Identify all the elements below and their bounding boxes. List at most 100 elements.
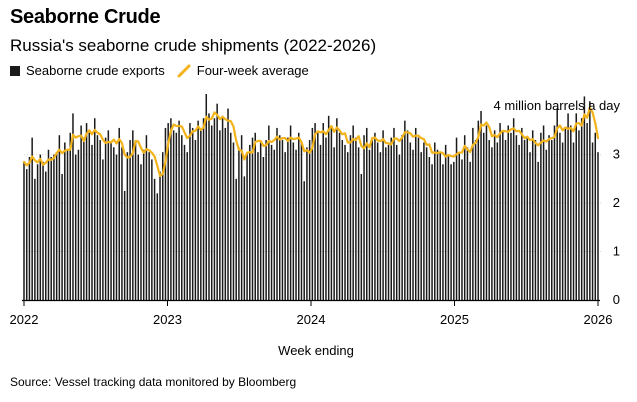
bar bbox=[129, 140, 131, 300]
bar bbox=[80, 125, 82, 300]
bar bbox=[344, 144, 346, 300]
bar bbox=[238, 147, 240, 300]
bar bbox=[246, 152, 248, 300]
bar bbox=[251, 137, 254, 300]
bar bbox=[398, 154, 401, 300]
source-note: Source: Vessel tracking data monitored b… bbox=[10, 375, 297, 389]
bar bbox=[311, 127, 314, 301]
bar bbox=[477, 120, 480, 300]
bar bbox=[213, 118, 216, 301]
bar bbox=[210, 125, 213, 300]
legend-bar-swatch-icon bbox=[10, 65, 20, 76]
x-tick-label: 2022 bbox=[10, 312, 39, 327]
bar bbox=[330, 127, 333, 301]
bar bbox=[355, 137, 357, 300]
bar bbox=[502, 130, 504, 300]
x-tick-label: 2024 bbox=[297, 312, 326, 327]
bar bbox=[414, 127, 417, 301]
bar bbox=[390, 137, 392, 300]
bar bbox=[137, 154, 140, 300]
bar bbox=[31, 137, 33, 300]
bar bbox=[268, 125, 270, 300]
bar bbox=[235, 178, 237, 300]
bar bbox=[197, 120, 199, 300]
bar bbox=[325, 137, 327, 300]
bar bbox=[567, 113, 569, 300]
bar bbox=[542, 125, 545, 300]
bar bbox=[39, 154, 42, 300]
legend-line-swatch-icon bbox=[177, 64, 191, 77]
bar bbox=[559, 132, 561, 300]
bar bbox=[69, 132, 71, 300]
bar bbox=[72, 113, 74, 300]
bar bbox=[254, 132, 256, 300]
bar bbox=[366, 127, 368, 301]
chart-subtitle: Russia's seaborne crude shipments (2022-… bbox=[10, 36, 377, 55]
bar bbox=[110, 142, 112, 300]
bar bbox=[379, 152, 382, 300]
bar bbox=[121, 147, 123, 300]
bar bbox=[289, 125, 292, 300]
bar bbox=[545, 149, 548, 300]
bar bbox=[496, 142, 499, 300]
bar bbox=[295, 149, 297, 300]
bar bbox=[453, 161, 455, 300]
bar bbox=[458, 152, 461, 300]
bar bbox=[93, 118, 96, 301]
bar bbox=[455, 137, 458, 300]
bar bbox=[412, 149, 414, 300]
bar bbox=[515, 135, 518, 300]
bar bbox=[113, 147, 115, 300]
bar bbox=[463, 135, 466, 300]
bar bbox=[66, 149, 69, 300]
bar bbox=[346, 152, 349, 300]
bar bbox=[385, 147, 387, 300]
bar bbox=[219, 130, 221, 300]
bar bbox=[178, 120, 180, 300]
bar bbox=[586, 123, 588, 300]
bar bbox=[561, 142, 564, 300]
bar-series bbox=[23, 94, 599, 301]
bar bbox=[512, 118, 515, 301]
bar bbox=[118, 127, 120, 301]
bar bbox=[336, 118, 338, 301]
bar bbox=[205, 94, 208, 300]
average-line-series bbox=[22, 106, 600, 178]
bar bbox=[284, 152, 286, 300]
bar bbox=[387, 144, 390, 300]
bar bbox=[61, 173, 63, 300]
bar bbox=[526, 137, 529, 300]
bar bbox=[474, 140, 477, 300]
bar bbox=[45, 171, 47, 300]
bar bbox=[597, 152, 599, 300]
bar bbox=[319, 144, 322, 300]
bar bbox=[257, 152, 259, 300]
bar bbox=[349, 135, 352, 300]
bar bbox=[583, 96, 586, 300]
bar bbox=[278, 135, 281, 300]
legend-label-average: Four-week average bbox=[196, 63, 309, 78]
x-tick-label: 2023 bbox=[153, 312, 182, 327]
bar bbox=[540, 132, 542, 300]
bar bbox=[434, 142, 436, 300]
bar bbox=[151, 159, 153, 300]
bar bbox=[518, 144, 520, 300]
bar bbox=[534, 140, 537, 300]
bar bbox=[181, 135, 183, 300]
bar bbox=[96, 135, 99, 300]
bar bbox=[91, 144, 93, 300]
bar bbox=[126, 152, 129, 300]
bar bbox=[322, 123, 324, 300]
bar bbox=[189, 123, 191, 300]
bar bbox=[401, 135, 403, 300]
bar bbox=[447, 154, 450, 300]
bar bbox=[208, 113, 210, 300]
bar bbox=[428, 157, 431, 300]
bar bbox=[575, 113, 577, 300]
bar bbox=[161, 152, 164, 300]
bar bbox=[409, 142, 412, 300]
bar bbox=[170, 118, 172, 301]
bar bbox=[450, 164, 452, 300]
bar bbox=[404, 120, 406, 300]
bar bbox=[194, 140, 197, 300]
